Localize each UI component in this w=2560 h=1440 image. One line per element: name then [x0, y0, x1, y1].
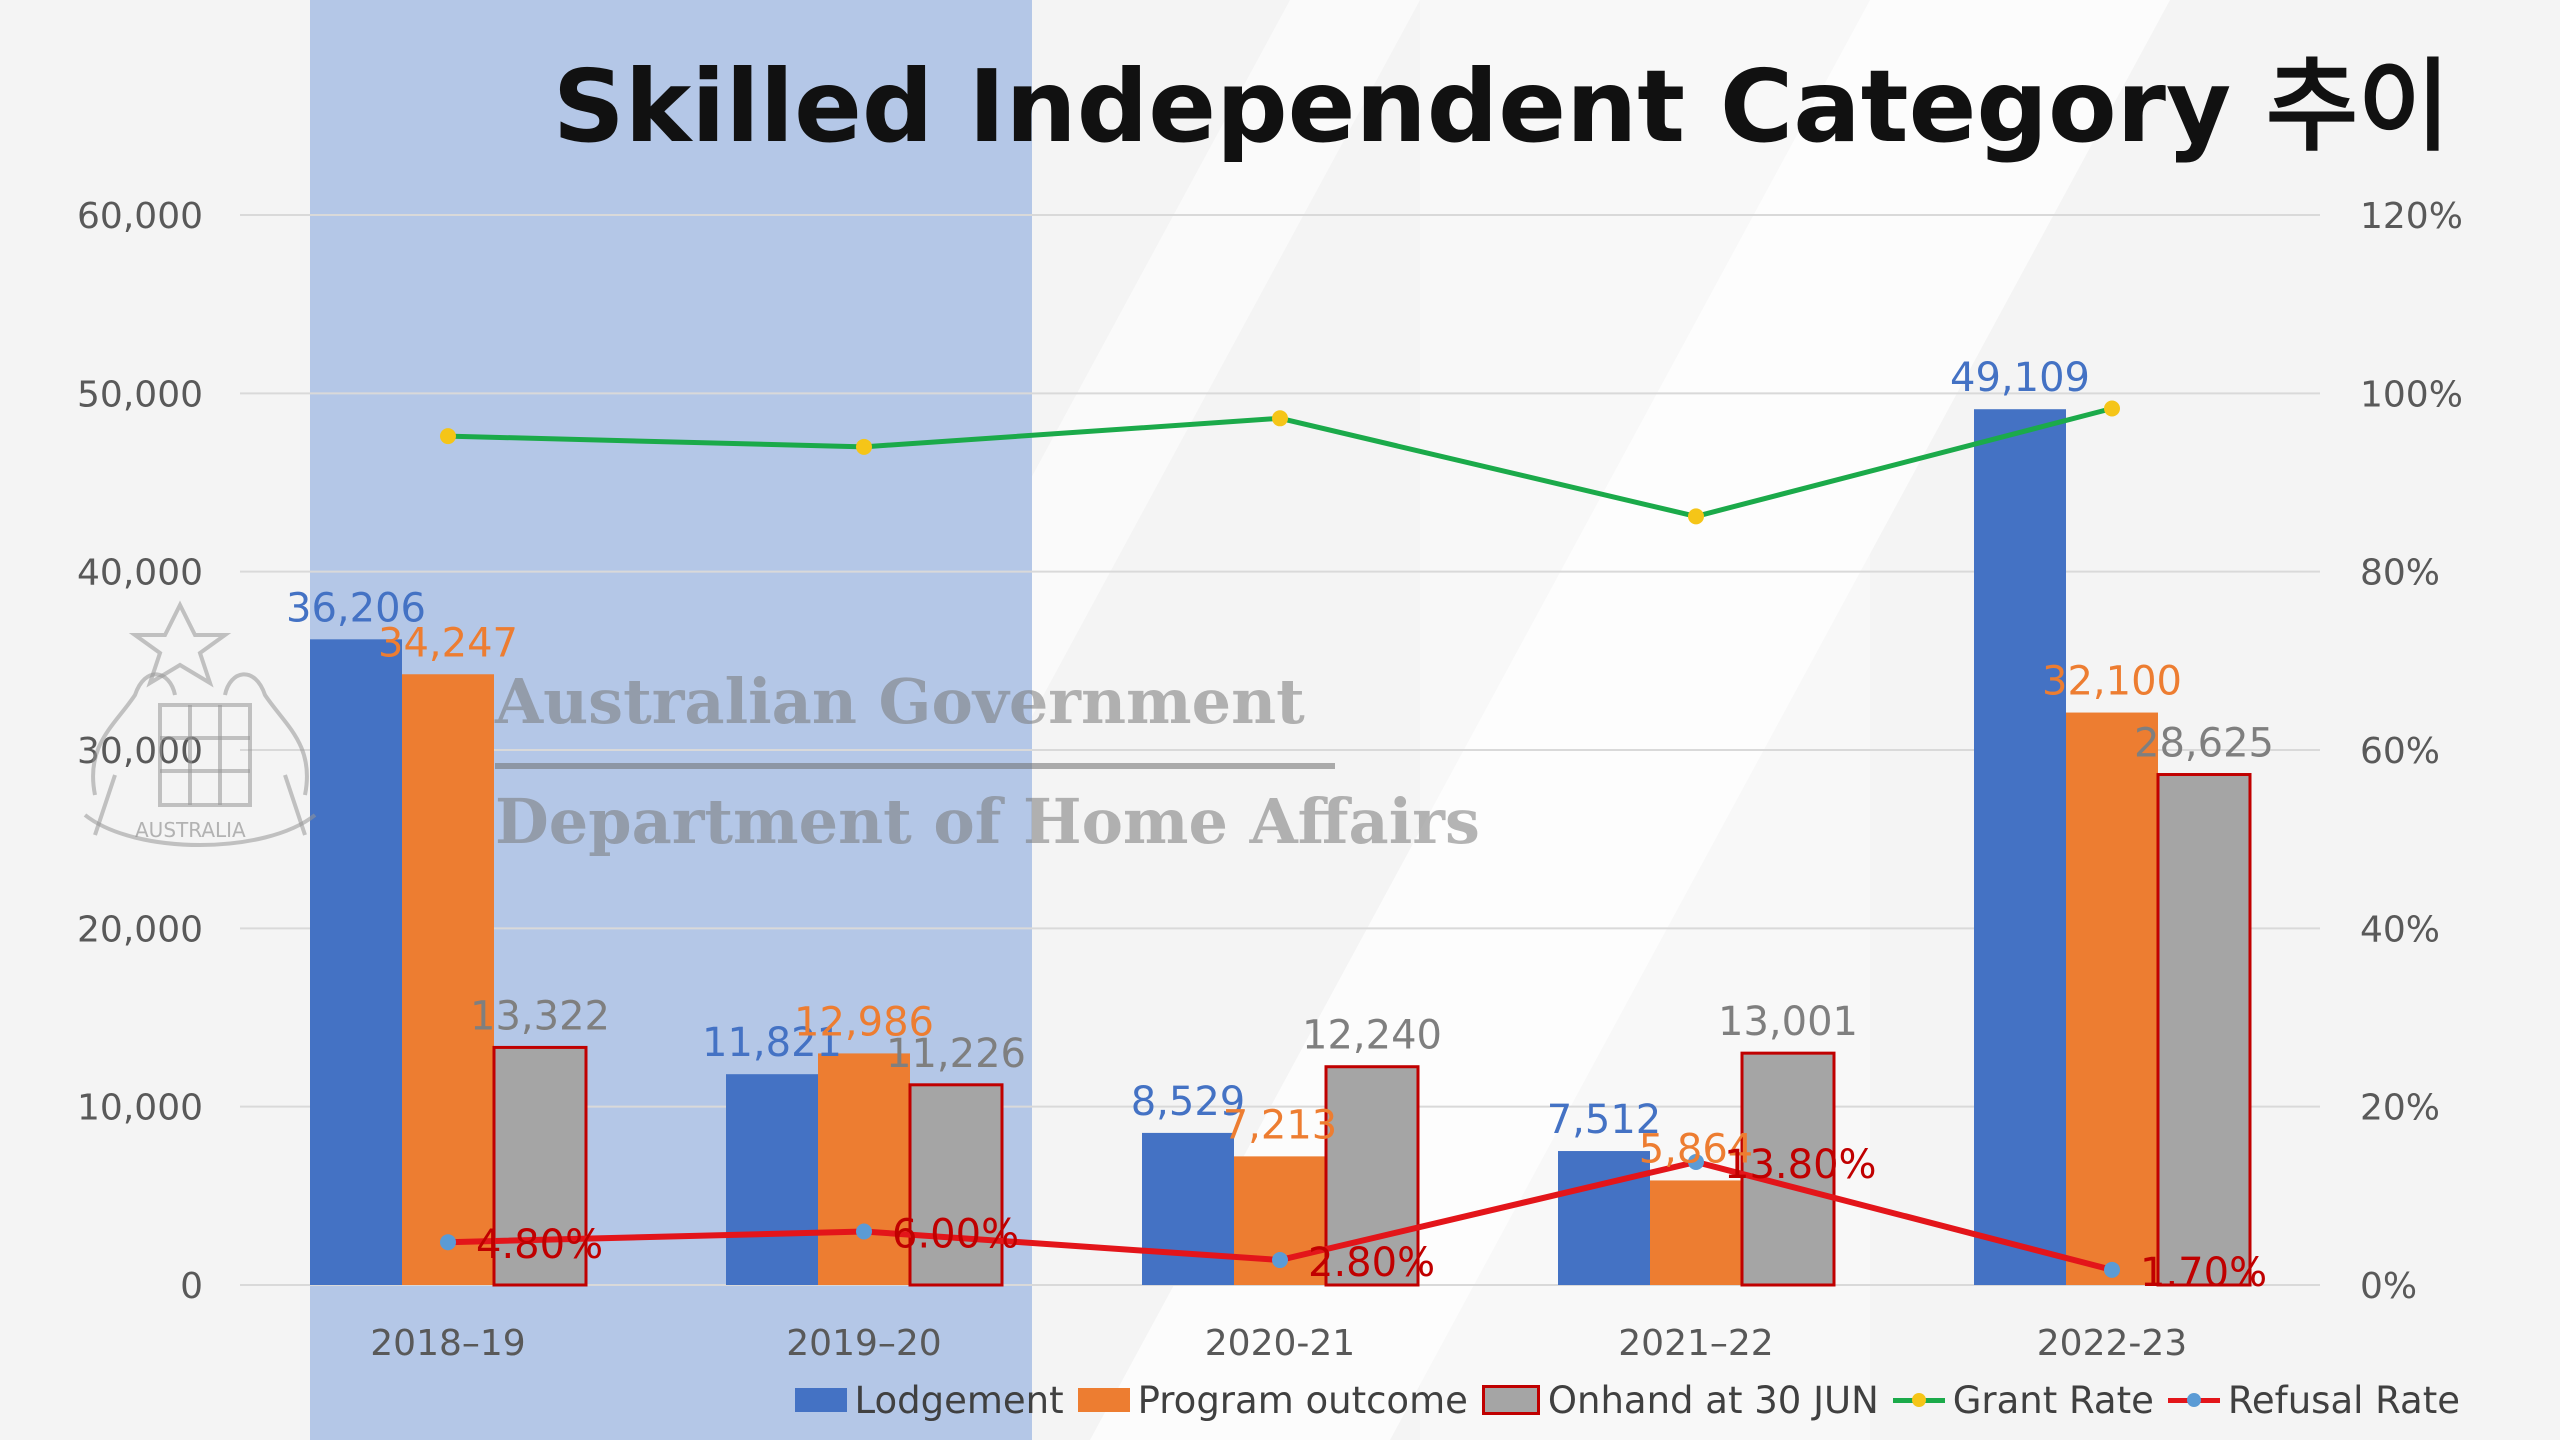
y-tick-label: 60,000	[77, 196, 203, 237]
bar-program_outcome	[1650, 1180, 1742, 1285]
y-tick-label: 10,000	[77, 1088, 203, 1129]
data-label-refusal_rate: 6.00%	[892, 1212, 1019, 1258]
label-layer: 36,206 11,821 8,529 7,512 49,109 34,247 12,986…	[286, 355, 2274, 1296]
bar-lodgement	[1558, 1151, 1650, 1285]
data-label-refusal_rate: 13.80%	[1724, 1142, 1877, 1188]
data-label-onhand: 13,322	[470, 993, 610, 1039]
legend-label: Refusal Rate	[2227, 1378, 2460, 1422]
bar-lodgement	[1974, 409, 2066, 1285]
legend-label: Program outcome	[1137, 1378, 1468, 1422]
data-label-onhand: 28,625	[2134, 721, 2274, 767]
legend-line-marker	[1911, 1393, 1926, 1407]
x-tick-label: 2021–22	[1618, 1323, 1773, 1364]
data-label-lodgement: 49,109	[1950, 355, 2090, 401]
data-label-program_outcome: 12,986	[794, 999, 934, 1045]
legend-label: Lodgement	[854, 1378, 1064, 1422]
watermark-divider	[495, 763, 1335, 769]
watermark-line-2: Department of Home Affairs	[495, 785, 1480, 858]
data-label-program_outcome: 32,100	[2042, 659, 2182, 705]
legend-swatch-lodgement	[794, 1388, 847, 1412]
x-tick-label: 2020-21	[1205, 1323, 1355, 1364]
bar-program_outcome	[2066, 712, 2158, 1285]
bar-onhand	[2156, 773, 2252, 1287]
y2-tick-label: 20%	[2360, 1088, 2440, 1129]
data-label-program_outcome: 7,213	[1223, 1102, 1338, 1148]
marker-grant_rate	[2104, 400, 2120, 417]
data-label-program_outcome: 34,247	[378, 620, 518, 666]
chart-title: Skilled Independent Category 추이	[552, 48, 2450, 165]
marker-refusal_rate	[856, 1223, 872, 1240]
x-tick-label: 2019–20	[786, 1323, 941, 1364]
legend-line-grant_rate	[1892, 1388, 1945, 1412]
legend-swatch-onhand	[1481, 1385, 1540, 1415]
y2-tick-label: 0%	[2360, 1266, 2417, 1307]
data-label-lodgement: 8,529	[1131, 1079, 1246, 1125]
data-label-onhand: 11,226	[886, 1031, 1026, 1077]
y2-tick-label: 80%	[2360, 553, 2440, 594]
marker-refusal_rate	[2104, 1261, 2120, 1278]
bar-program_outcome	[402, 674, 494, 1285]
axis-layer: 010,00020,00030,00040,00050,00060,0000%2…	[77, 196, 2463, 1364]
marker-grant_rate	[1688, 508, 1704, 525]
x-tick-label: 2022-23	[2037, 1323, 2187, 1364]
y-tick-label: 20,000	[77, 909, 203, 950]
line-layer	[440, 400, 2120, 1278]
data-label-refusal_rate: 1.70%	[2140, 1250, 2267, 1296]
y2-tick-label: 60%	[2360, 731, 2440, 772]
bar-lodgement	[310, 639, 402, 1285]
y-tick-label: 40,000	[77, 553, 203, 594]
data-label-lodgement: 7,512	[1547, 1097, 1662, 1143]
legend-item-grant_rate: Grant Rate	[1892, 1378, 2154, 1422]
legend-item-refusal_rate: Refusal Rate	[2167, 1378, 2460, 1422]
data-label-refusal_rate: 4.80%	[476, 1222, 603, 1268]
legend-item-program_outcome: Program outcome	[1077, 1378, 1468, 1422]
marker-refusal_rate	[1688, 1153, 1704, 1170]
marker-grant_rate	[856, 438, 872, 455]
legend-label: Grant Rate	[1952, 1378, 2154, 1422]
legend-swatch-program_outcome	[1077, 1388, 1130, 1412]
data-label-program_outcome: 5,864	[1639, 1126, 1754, 1172]
legend-line-refusal_rate	[2167, 1388, 2220, 1412]
y2-tick-label: 100%	[2360, 374, 2463, 415]
legend-item-lodgement: Lodgement	[794, 1378, 1064, 1422]
marker-grant_rate	[440, 428, 456, 445]
watermark-line-1: Australian Government	[495, 665, 1305, 738]
marker-grant_rate	[1272, 410, 1288, 427]
y-tick-label: 0	[180, 1266, 203, 1307]
crest-text: AUSTRALIA	[135, 818, 246, 842]
chart-legend: Lodgement Program outcome Onhand at 30 JUN…	[0, 1375, 2560, 1425]
bar-onhand	[1740, 1051, 1836, 1287]
y2-tick-label: 120%	[2360, 196, 2463, 237]
data-label-onhand: 12,240	[1302, 1013, 1442, 1059]
data-label-onhand: 13,001	[1718, 999, 1858, 1045]
data-label-refusal_rate: 2.80%	[1308, 1240, 1435, 1286]
x-tick-label: 2018–19	[370, 1323, 525, 1364]
coat-of-arms-icon: AUSTRALIA	[83, 600, 317, 847]
y2-tick-label: 40%	[2360, 909, 2440, 950]
bar-onhand	[492, 1045, 588, 1287]
marker-refusal_rate	[1272, 1252, 1288, 1269]
bar-onhand	[908, 1083, 1004, 1287]
bar-lodgement	[1142, 1132, 1234, 1285]
legend-label: Onhand at 30 JUN	[1547, 1378, 1879, 1422]
data-label-lodgement: 36,206	[286, 585, 426, 631]
y-tick-label: 50,000	[77, 374, 203, 415]
data-label-lodgement: 11,821	[702, 1020, 842, 1066]
bar-program_outcome	[818, 1053, 910, 1285]
marker-refusal_rate	[440, 1234, 456, 1251]
legend-line-marker	[2186, 1393, 2201, 1407]
bar-lodgement	[726, 1074, 818, 1285]
legend-item-onhand: Onhand at 30 JUN	[1481, 1378, 1879, 1422]
